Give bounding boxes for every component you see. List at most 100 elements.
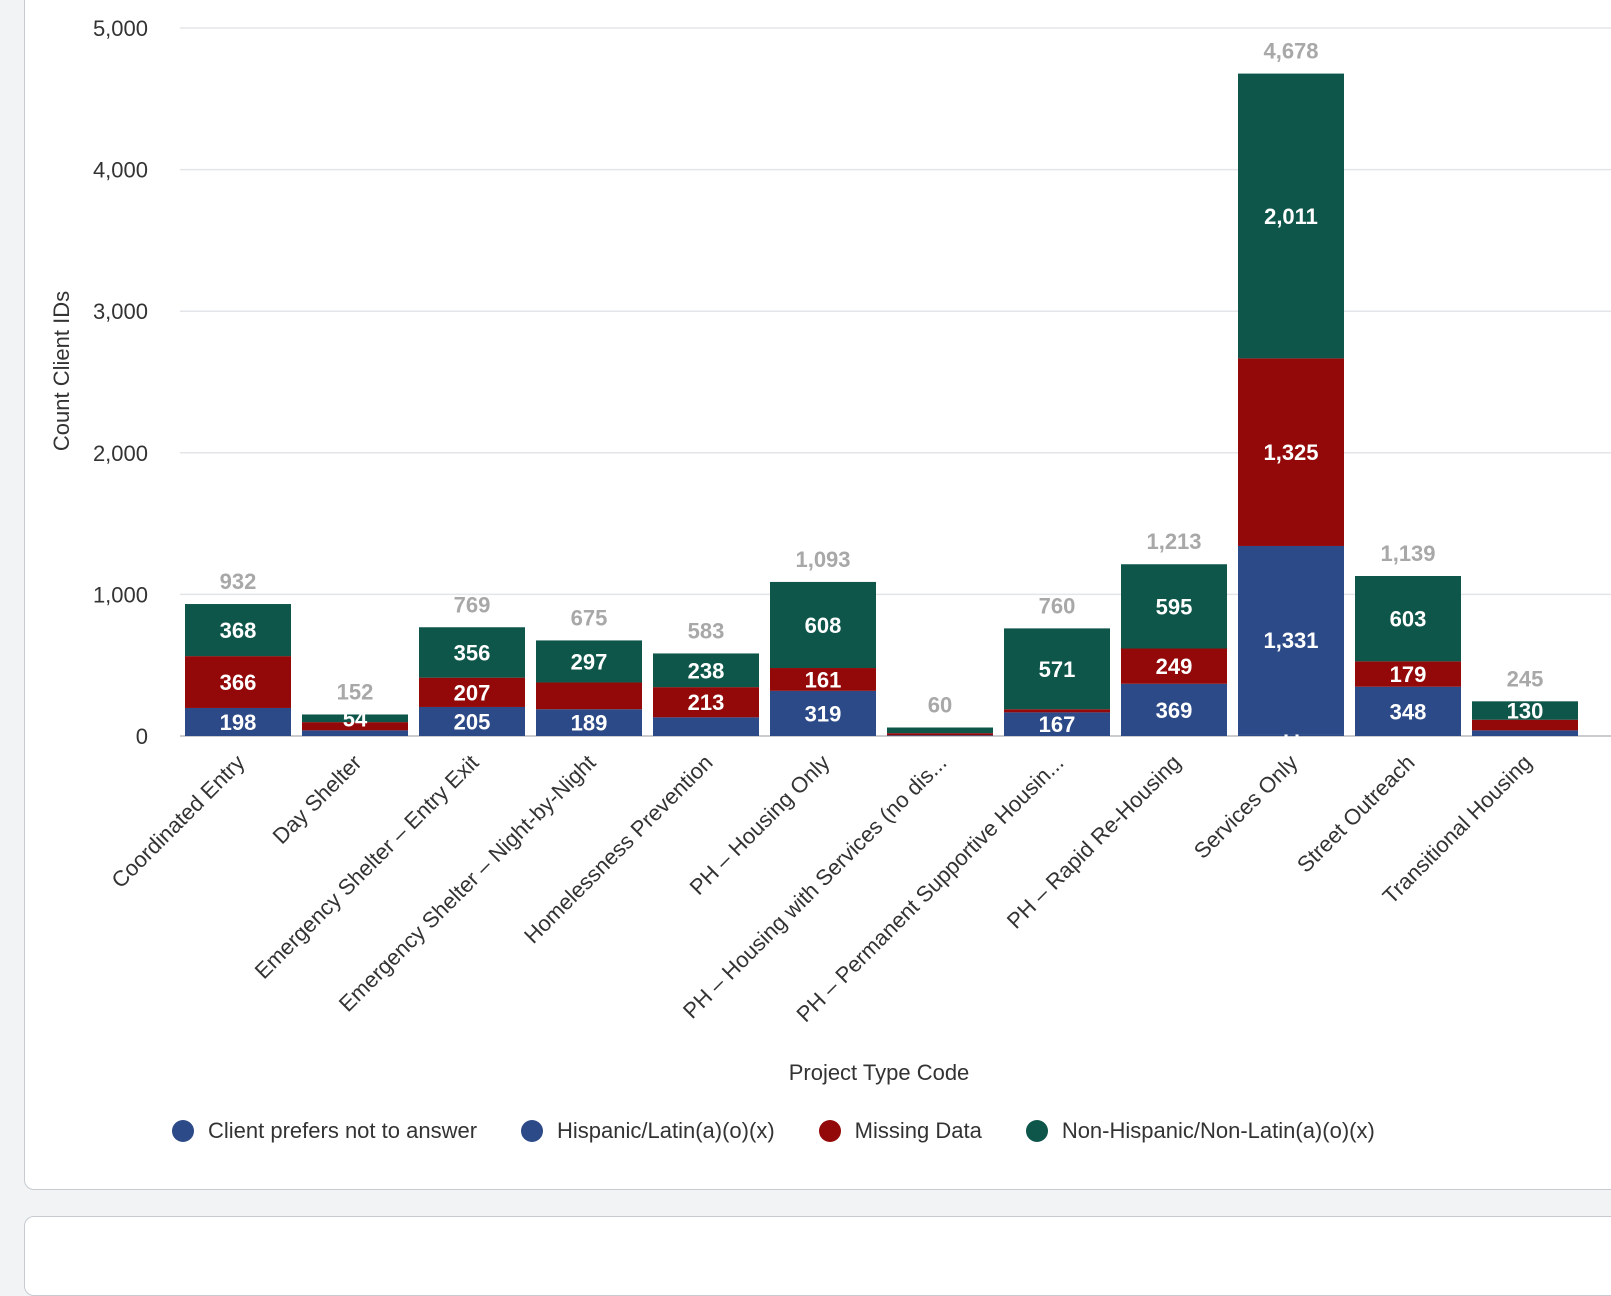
legend: Client prefers not to answer Hispanic/Lat… xyxy=(172,1118,1375,1144)
bar-segment xyxy=(1004,709,1110,713)
bar-group: 189 297 675 xyxy=(536,605,642,736)
bar-segment xyxy=(770,581,876,669)
bar-segment xyxy=(185,707,291,736)
bar-group: 60 xyxy=(887,693,993,736)
bar-segment xyxy=(419,677,525,707)
legend-item[interactable]: Client prefers not to answer xyxy=(172,1118,477,1144)
data-label: 368 xyxy=(220,618,257,643)
bar-segment xyxy=(887,733,993,736)
x-axis-title: Project Type Code xyxy=(789,1060,970,1085)
bar-segment xyxy=(536,709,642,736)
x-tick-label: Street Outreach xyxy=(1292,750,1420,878)
bar-segment xyxy=(536,640,642,683)
data-label: 54 xyxy=(343,706,368,731)
y-tick-label: 3,000 xyxy=(93,299,148,324)
data-label: 130 xyxy=(1507,699,1544,724)
total-label: 760 xyxy=(1039,593,1076,618)
bar-segment xyxy=(1121,648,1227,684)
bar-group: 348 179 603 1,139 xyxy=(1355,541,1461,736)
data-label: 179 xyxy=(1390,662,1427,687)
y-tick-label: 5,000 xyxy=(93,16,148,41)
data-label: 356 xyxy=(454,640,491,665)
data-label: 167 xyxy=(1039,712,1076,737)
x-tick-label: Emergency Shelter – Night-by-Night xyxy=(334,750,601,1017)
data-label: 608 xyxy=(805,613,842,638)
data-label: 189 xyxy=(571,711,608,736)
total-label: 1,093 xyxy=(795,547,850,572)
x-tick-label: Coordinated Entry xyxy=(106,750,249,893)
bar-segment xyxy=(887,735,993,736)
bar-segment xyxy=(1004,712,1110,736)
total-label: 675 xyxy=(571,605,608,630)
bar-segment xyxy=(653,687,759,718)
data-label: 2,011 xyxy=(1264,204,1318,229)
bar-segment xyxy=(1004,628,1110,710)
x-tick-label: PH – Housing with Services (no dis... xyxy=(678,750,952,1024)
x-tick-label: Day Shelter xyxy=(268,750,367,849)
bar-segment xyxy=(185,604,291,657)
legend-item[interactable]: Non-Hispanic/Non-Latin(a)(o)(x) xyxy=(1025,1118,1375,1144)
bar-group: 198 366 368 932 xyxy=(185,569,291,736)
bar-segment xyxy=(887,727,993,734)
data-label: 603 xyxy=(1390,607,1427,632)
bar-segment xyxy=(770,690,876,736)
data-label: 369 xyxy=(1156,698,1193,723)
bar-segment xyxy=(1355,661,1461,687)
bar-segment xyxy=(1238,358,1344,546)
bar-segment xyxy=(419,706,525,736)
data-label: 207 xyxy=(454,680,491,705)
data-label: 1,325 xyxy=(1263,440,1318,465)
bar-segment xyxy=(653,653,759,688)
total-label: 1,139 xyxy=(1380,541,1435,566)
bar-segment xyxy=(1238,545,1344,735)
data-label: 161 xyxy=(805,667,842,692)
x-tick-label: Services Only xyxy=(1189,750,1303,864)
bar-segment xyxy=(302,730,408,736)
total-label: 1,213 xyxy=(1146,529,1201,554)
bar-segment xyxy=(1472,719,1578,731)
bar-segment xyxy=(1472,730,1578,736)
data-label: 205 xyxy=(454,709,491,734)
bar-segment xyxy=(302,714,408,723)
bar-segment xyxy=(1355,575,1461,662)
total-label: 769 xyxy=(454,592,491,617)
total-label: 583 xyxy=(688,618,725,643)
y-tick-label: 2,000 xyxy=(93,441,148,466)
x-tick-label: Emergency Shelter – Entry Exit xyxy=(250,750,484,984)
bar-segment xyxy=(1238,73,1344,359)
bar-segment xyxy=(536,682,642,710)
bar-segment xyxy=(1121,683,1227,736)
data-label: 595 xyxy=(1156,594,1193,619)
bar-segment xyxy=(770,668,876,691)
legend-item[interactable]: Hispanic/Latin(a)(o)(x) xyxy=(521,1118,775,1144)
legend-swatch xyxy=(521,1120,544,1142)
bar-group: 205 207 356 769 xyxy=(419,592,525,736)
y-axis-ticks: 0 1,000 2,000 3,000 4,000 5,000 xyxy=(93,16,148,749)
bar-segment xyxy=(1238,734,1344,736)
y-tick-label: 1,000 xyxy=(93,582,148,607)
total-label: 60 xyxy=(928,693,952,718)
bar-group: 167 571 760 xyxy=(1004,593,1110,737)
bar-segment xyxy=(653,717,759,736)
total-label: 932 xyxy=(220,569,257,594)
bar-segment xyxy=(1472,701,1578,720)
total-label: 152 xyxy=(337,679,374,704)
y-tick-label: 4,000 xyxy=(93,158,148,183)
legend-item[interactable]: Missing Data xyxy=(818,1118,982,1144)
y-tick-label: 0 xyxy=(136,724,148,749)
legend-label: Missing Data xyxy=(854,1118,982,1143)
data-label: 238 xyxy=(688,658,725,683)
bar-group: 213 238 583 xyxy=(653,618,759,736)
data-label: 297 xyxy=(571,649,608,674)
x-tick-label: Homelessness Prevention xyxy=(519,750,717,948)
data-label: 571 xyxy=(1039,657,1076,682)
total-label: 4,678 xyxy=(1263,39,1318,64)
bar-segment xyxy=(1121,564,1227,649)
data-label: 319 xyxy=(805,701,842,726)
x-tick-label: PH – Permanent Supportive Housin... xyxy=(791,750,1068,1027)
